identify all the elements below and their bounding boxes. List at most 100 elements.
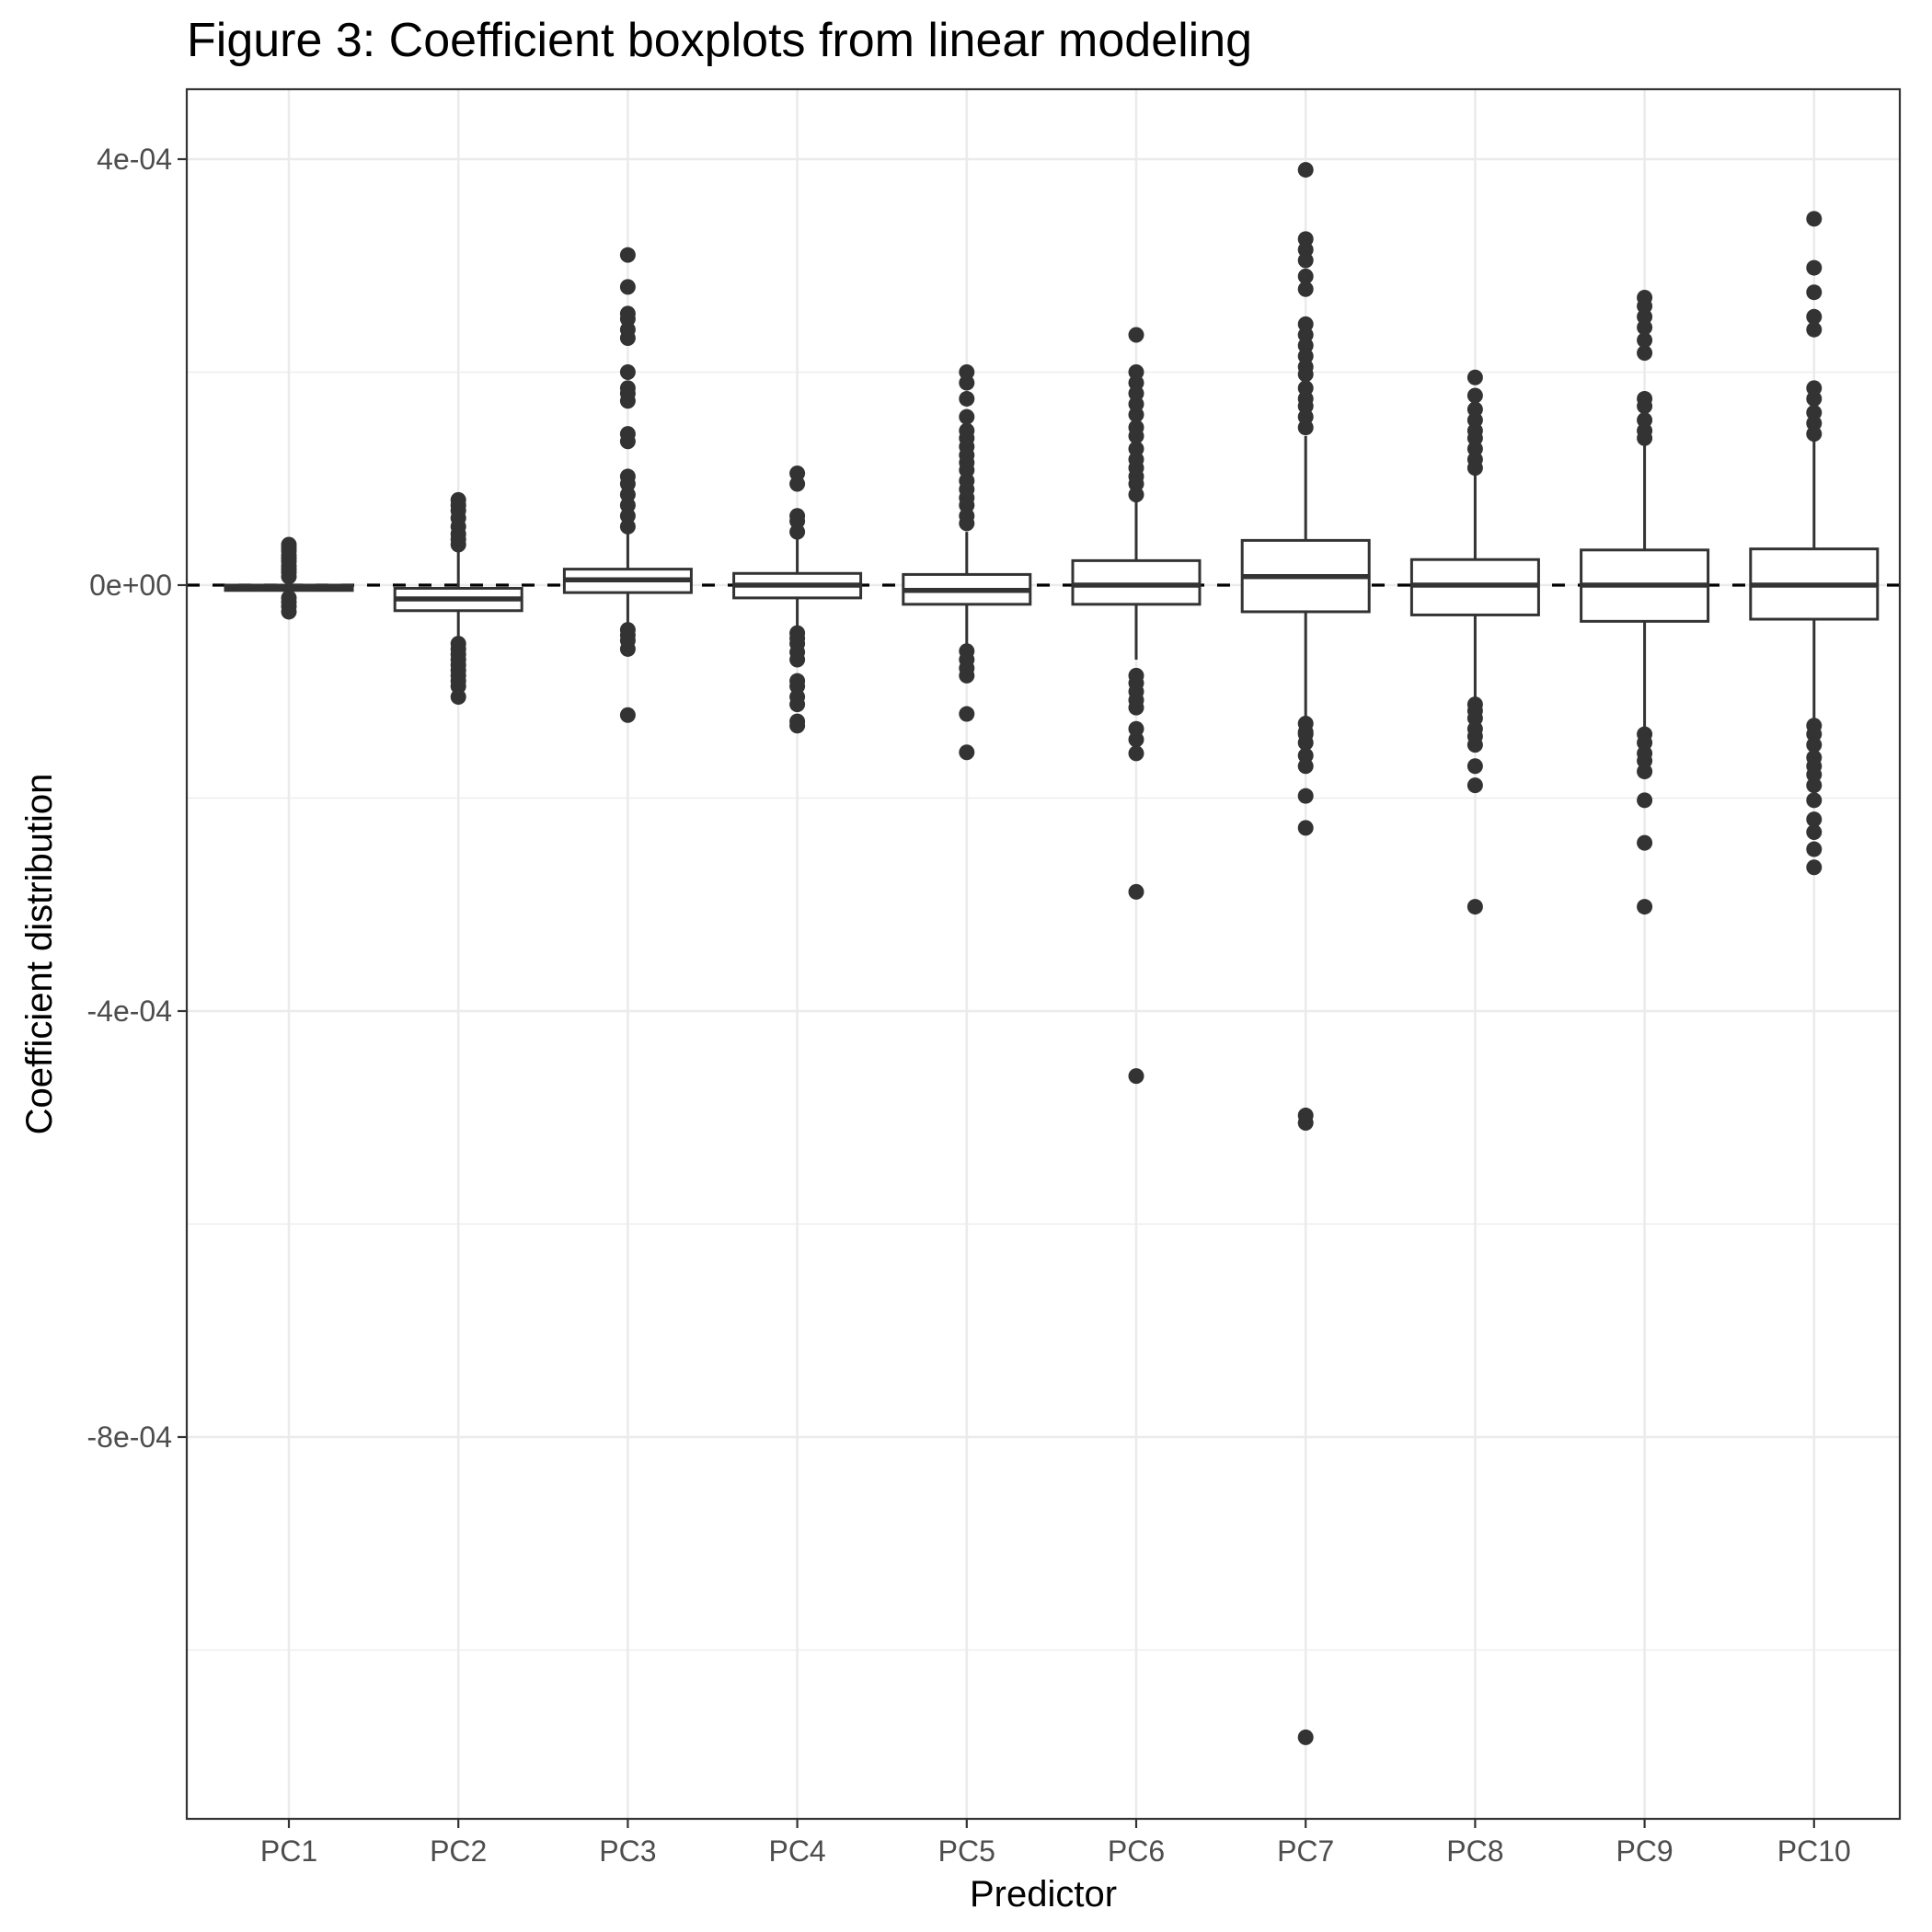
outlier-point	[959, 744, 975, 761]
outlier-point	[1637, 332, 1653, 349]
outlier-point	[619, 640, 636, 657]
x-tick-label: PC9	[1616, 1834, 1673, 1868]
outlier-point	[959, 667, 975, 684]
outlier-point	[959, 390, 975, 407]
box-pc8	[1409, 369, 1540, 915]
outlier-point	[1806, 211, 1823, 227]
outlier-point	[281, 604, 297, 620]
outlier-point	[1806, 859, 1823, 876]
outlier-point	[1806, 824, 1823, 841]
outlier-point	[1806, 426, 1823, 443]
x-tick-label: PC3	[599, 1834, 656, 1868]
y-tick-label: 0e+00	[89, 569, 172, 602]
axes: 4e-04 0e+00 -4e-04 -8e-04 PC1 PC2 PC3 PC4 PC5 PC6…	[87, 143, 1851, 1868]
y-tick-label: 4e-04	[97, 143, 172, 176]
outlier-point	[450, 536, 466, 553]
outlier-point	[959, 515, 975, 532]
box-pc2	[393, 491, 523, 706]
outlier-point	[1637, 899, 1653, 915]
outlier-point	[959, 374, 975, 391]
outlier-point	[1128, 699, 1144, 716]
outlier-point	[1637, 345, 1653, 362]
chart-title: Figure 3: Coefficient boxplots from line…	[187, 14, 1253, 67]
outlier-point	[1128, 407, 1144, 423]
y-tick-label: -8e-04	[87, 1420, 173, 1454]
boxes	[224, 162, 1880, 1745]
outlier-point	[1297, 268, 1314, 284]
y-axis-title: Coefficient distribution	[19, 774, 60, 1135]
outlier-point	[1466, 899, 1483, 915]
x-tick-label: PC5	[938, 1834, 995, 1868]
outlier-point	[1806, 259, 1823, 276]
outlier-point	[1466, 369, 1483, 385]
box-pc7	[1240, 162, 1371, 1745]
box-pc6	[1071, 327, 1202, 1085]
outlier-point	[1297, 758, 1314, 775]
panel-border	[185, 87, 1902, 1821]
outlier-point	[1637, 430, 1653, 446]
outlier-point	[1806, 321, 1823, 338]
box-body	[1071, 558, 1202, 606]
outlier-point	[1297, 281, 1314, 297]
outlier-point	[1297, 366, 1314, 383]
outlier-point	[1806, 777, 1823, 794]
outlier-point	[1637, 834, 1653, 851]
outlier-point	[1128, 327, 1144, 343]
outlier-point	[619, 279, 636, 295]
outlier-point	[619, 433, 636, 450]
outlier-point	[1297, 162, 1314, 178]
outlier-point	[1128, 745, 1144, 762]
outlier-point	[789, 523, 806, 540]
outlier-point	[619, 707, 636, 723]
outlier-point	[619, 364, 636, 380]
outlier-point	[1466, 737, 1483, 753]
outlier-point	[1466, 460, 1483, 477]
outlier-point	[1806, 737, 1823, 753]
outlier-point	[1637, 398, 1653, 415]
outlier-point	[1297, 1115, 1314, 1132]
x-tick-label: PC7	[1277, 1834, 1334, 1868]
outlier-point	[1128, 731, 1144, 748]
outlier-point	[959, 706, 975, 722]
outlier-point	[619, 393, 636, 409]
outlier-point	[1637, 764, 1653, 780]
outlier-point	[789, 718, 806, 734]
y-tick-label: -4e-04	[87, 995, 173, 1028]
x-tick-label: PC6	[1108, 1834, 1165, 1868]
outlier-point	[281, 569, 297, 585]
box-pc9	[1580, 289, 1710, 915]
outlier-point	[1806, 792, 1823, 809]
outlier-point	[1297, 788, 1314, 804]
x-axis-title: Predictor	[970, 1874, 1117, 1915]
outlier-point	[1806, 841, 1823, 857]
outlier-point	[1297, 734, 1314, 751]
x-tick-label: PC4	[768, 1834, 825, 1868]
outlier-point	[619, 329, 636, 346]
outlier-point	[1297, 1729, 1314, 1745]
outlier-point	[1297, 820, 1314, 836]
outlier-point	[1806, 284, 1823, 301]
x-tick-label: PC8	[1446, 1834, 1503, 1868]
x-tick-label: PC2	[430, 1834, 487, 1868]
outlier-point	[1806, 811, 1823, 828]
box-pc5	[902, 364, 1032, 761]
box-pc3	[562, 247, 693, 723]
outlier-point	[1466, 758, 1483, 775]
outlier-point	[789, 651, 806, 668]
outlier-point	[1297, 420, 1314, 436]
outlier-point	[1637, 792, 1653, 809]
outlier-point	[1466, 387, 1483, 404]
outlier-point	[1128, 487, 1144, 503]
panel-background	[187, 89, 1900, 1819]
outlier-point	[1128, 428, 1144, 444]
x-tick-label: PC1	[260, 1834, 317, 1868]
outlier-point	[1297, 252, 1314, 269]
outlier-point	[1128, 1068, 1144, 1085]
outlier-point	[1128, 883, 1144, 900]
outlier-point	[619, 247, 636, 263]
outlier-point	[1806, 308, 1823, 325]
box-pc4	[732, 465, 863, 734]
outlier-point	[1806, 390, 1823, 407]
outlier-point	[789, 696, 806, 713]
